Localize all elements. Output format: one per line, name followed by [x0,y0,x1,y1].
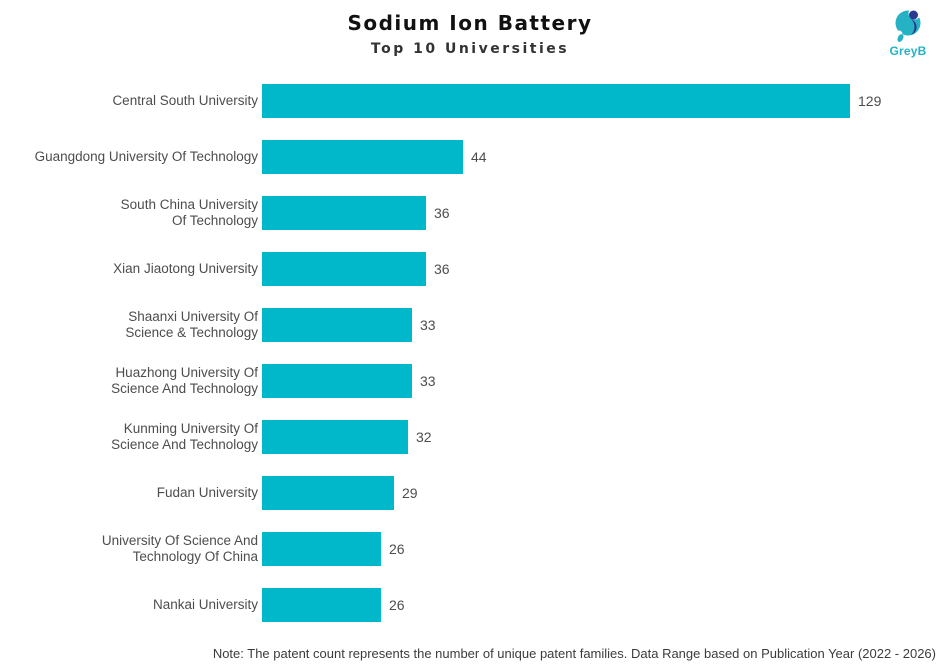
greyb-logo-icon [895,7,921,42]
category-label: Fudan University [0,485,258,501]
value-label: 29 [402,485,418,501]
category-label-line: Kunming University Of [123,421,258,436]
chart-subtitle: Top 10 Universities [370,41,570,57]
value-label: 33 [420,317,436,333]
category-label-line: Science And Technology [111,381,258,396]
bar [262,364,412,398]
category-label: Nankai University [0,597,258,613]
bar [262,252,426,286]
value-label: 32 [416,429,432,445]
category-label: Shaanxi University Of Science & Technolog… [0,309,258,341]
chart-row: Huazhong University Of Science And Techno… [0,353,940,409]
category-label-line: Nankai University [152,597,258,612]
category-label-line: Fudan University [156,485,258,500]
category-label: Guangdong University Of Technology [0,149,258,165]
category-label-line: Xian Jiaotong University [113,261,258,276]
value-label: 129 [858,93,882,109]
bar [262,196,426,230]
chart-row: South China University Of Technology 36 [0,185,940,241]
chart-row: Shaanxi University Of Science & Technolog… [0,297,940,353]
category-label: South China University Of Technology [0,197,258,229]
category-label-line: Science And Technology [111,437,258,452]
category-label-line: Science & Technology [125,325,258,340]
chart-row: Guangdong University Of Technology 44 [0,129,940,185]
bar [262,476,394,510]
chart-row: University Of Science And Technology Of C… [0,521,940,577]
chart-header: Sodium Ion Battery Top 10 Universities [0,0,940,57]
category-label-line: Shaanxi University Of [128,309,258,324]
category-label: University Of Science And Technology Of C… [0,533,258,565]
chart-row: Fudan University 29 [0,465,940,521]
category-label: Huazhong University Of Science And Techno… [0,365,258,397]
chart-row: Central South University 129 [0,73,940,129]
greyb-logo-text: GreyB [889,44,927,58]
chart-row: Kunming University Of Science And Technol… [0,409,940,465]
category-label: Kunming University Of Science And Technol… [0,421,258,453]
bar [262,308,412,342]
footnote: Note: The patent count represents the nu… [212,646,936,661]
value-label: 36 [434,205,450,221]
category-label-line: Guangdong University Of Technology [34,149,258,164]
value-label: 33 [420,373,436,389]
category-label-line: Technology Of China [132,549,258,564]
bar [262,140,463,174]
greyb-logo: GreyB [886,5,930,58]
bar-chart: Central South University 129 Guangdong Uni… [0,73,940,633]
category-label-line: University Of Science And [101,533,258,548]
value-label: 26 [389,541,405,557]
chart-title: Sodium Ion Battery [347,11,593,35]
bar [262,588,381,622]
chart-row: Nankai University 26 [0,577,940,633]
category-label-line: South China University [120,197,258,212]
bar [262,420,408,454]
bar [262,84,850,118]
category-label-line: Huazhong University Of [115,365,258,380]
category-label-line: Of Technology [171,213,258,228]
category-label-line: Central South University [112,93,258,108]
category-label: Central South University [0,93,258,109]
value-label: 36 [434,261,450,277]
value-label: 26 [389,597,405,613]
bar [262,532,381,566]
chart-row: Xian Jiaotong University 36 [0,241,940,297]
value-label: 44 [471,149,487,165]
category-label: Xian Jiaotong University [0,261,258,277]
